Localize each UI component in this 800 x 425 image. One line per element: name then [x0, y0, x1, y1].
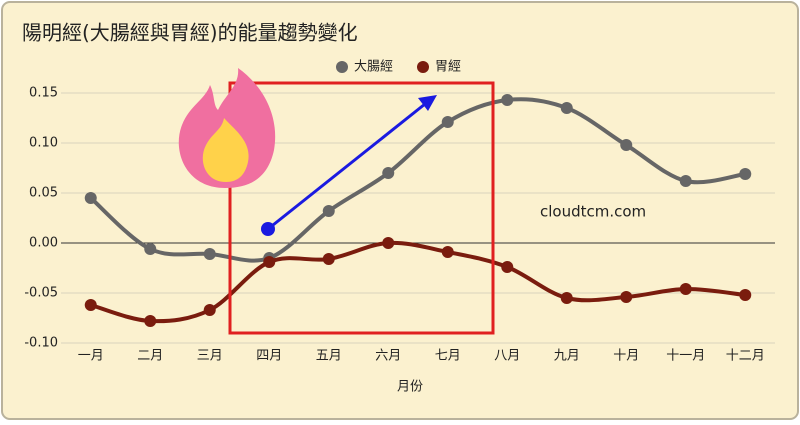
point	[84, 192, 97, 204]
x-axis-label: 月份	[397, 380, 423, 395]
point	[620, 291, 633, 303]
y-tick-label: 0.15	[29, 86, 58, 101]
point	[620, 139, 633, 151]
point	[739, 289, 752, 301]
point	[501, 94, 514, 106]
point	[441, 246, 454, 258]
plot: -0.10 -0.05 0.00 0.05 0.10 0.15 一月 二月 三月 四月 五月 六月 七月…	[24, 60, 775, 364]
legend-marker	[417, 61, 429, 73]
y-tick-label: 0.10	[29, 136, 58, 151]
point	[679, 283, 692, 295]
point	[203, 304, 216, 316]
point	[501, 261, 514, 273]
point	[679, 175, 692, 187]
legend-label: 胃經	[435, 60, 461, 75]
point	[322, 205, 335, 217]
x-tick-label: 一月	[78, 349, 104, 364]
point	[84, 299, 97, 311]
x-tick-label: 十月	[613, 349, 639, 364]
x-tick-label: 二月	[137, 349, 163, 364]
chart-title: 陽明經(大腸經與胃經)的能量趨勢變化	[22, 21, 358, 45]
legend-label: 大腸經	[354, 60, 393, 75]
y-tick-label: -0.05	[24, 286, 58, 301]
x-tick-label: 六月	[375, 349, 401, 364]
point	[322, 253, 335, 265]
point	[382, 237, 395, 249]
x-tick-label: 五月	[316, 349, 342, 364]
y-tick-label: 0.05	[29, 186, 58, 201]
highlight-box	[228, 81, 495, 335]
point	[560, 102, 573, 114]
x-tick-label: 四月	[256, 349, 282, 364]
point	[263, 256, 276, 268]
point	[203, 248, 216, 260]
y-tick-label: 0.00	[29, 236, 58, 251]
y-tick-label: -0.10	[24, 336, 58, 351]
x-tick-label: 七月	[435, 349, 461, 364]
point	[560, 292, 573, 304]
x-tick-label: 十一月	[666, 349, 705, 364]
fire-icon	[178, 68, 276, 188]
x-tick-label: 三月	[197, 349, 223, 364]
x-tick-label: 九月	[554, 349, 580, 364]
trend-arrow	[261, 95, 437, 236]
x-tick-label: 十二月	[726, 349, 765, 364]
point	[144, 315, 157, 327]
annotation: cloudtcm.com	[540, 203, 646, 221]
x-tick-label: 八月	[494, 349, 520, 364]
point	[144, 243, 157, 255]
legend-marker	[336, 61, 348, 73]
point	[441, 116, 454, 128]
point	[739, 168, 752, 180]
point	[382, 167, 395, 179]
